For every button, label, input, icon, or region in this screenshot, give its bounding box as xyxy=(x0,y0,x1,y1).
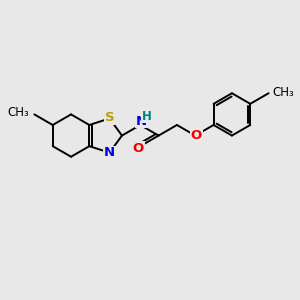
Text: N: N xyxy=(104,146,115,159)
Text: O: O xyxy=(133,142,144,154)
Text: O: O xyxy=(190,129,202,142)
Text: CH₃: CH₃ xyxy=(8,106,30,119)
Text: N: N xyxy=(136,115,147,128)
Text: CH₃: CH₃ xyxy=(272,86,294,99)
Text: H: H xyxy=(142,110,152,123)
Text: S: S xyxy=(105,111,114,124)
